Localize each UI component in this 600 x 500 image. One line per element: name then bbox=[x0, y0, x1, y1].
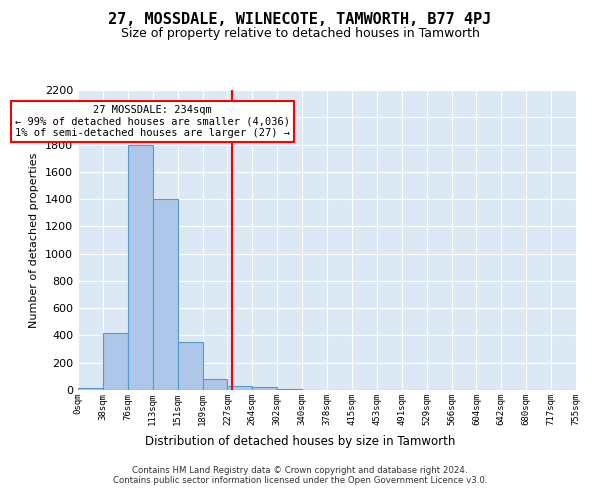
Text: 27 MOSSDALE: 234sqm
← 99% of detached houses are smaller (4,036)
1% of semi-deta: 27 MOSSDALE: 234sqm ← 99% of detached ho… bbox=[15, 105, 290, 138]
Bar bbox=[152, 199, 178, 390]
Y-axis label: Number of detached properties: Number of detached properties bbox=[29, 152, 40, 328]
Text: 27, MOSSDALE, WILNECOTE, TAMWORTH, B77 4PJ: 27, MOSSDALE, WILNECOTE, TAMWORTH, B77 4… bbox=[109, 12, 491, 28]
Text: Size of property relative to detached houses in Tamworth: Size of property relative to detached ho… bbox=[121, 28, 479, 40]
Bar bbox=[103, 332, 128, 390]
Text: Contains HM Land Registry data © Crown copyright and database right 2024.
Contai: Contains HM Land Registry data © Crown c… bbox=[113, 466, 487, 485]
Bar bbox=[128, 144, 153, 390]
Bar bbox=[203, 379, 227, 390]
Bar bbox=[78, 388, 103, 390]
Bar bbox=[253, 388, 277, 390]
Text: Distribution of detached houses by size in Tamworth: Distribution of detached houses by size … bbox=[145, 435, 455, 448]
Bar bbox=[227, 386, 253, 390]
Bar bbox=[178, 342, 203, 390]
